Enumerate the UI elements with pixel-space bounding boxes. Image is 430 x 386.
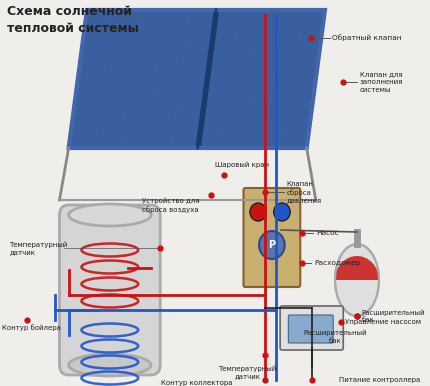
- Ellipse shape: [69, 204, 151, 226]
- Text: Устройство для
сброса воздуха: Устройство для сброса воздуха: [142, 198, 200, 213]
- Text: Клапан для
заполнения
системы: Клапан для заполнения системы: [360, 71, 403, 93]
- Circle shape: [250, 203, 266, 221]
- Polygon shape: [200, 10, 325, 148]
- Text: Контур коллектора: Контур коллектора: [161, 380, 233, 386]
- Polygon shape: [69, 10, 215, 148]
- Text: Управление насосом: Управление насосом: [345, 319, 421, 325]
- Text: Расходомер: Расходомер: [314, 260, 360, 266]
- FancyBboxPatch shape: [280, 306, 343, 350]
- Text: Температурный
датчик: Температурный датчик: [9, 241, 68, 255]
- Text: Насос: Насос: [316, 230, 338, 236]
- Ellipse shape: [69, 354, 151, 376]
- Text: Питание контроллера: Питание контроллера: [339, 377, 421, 383]
- Text: Расширительный
бак: Расширительный бак: [303, 330, 367, 344]
- Ellipse shape: [335, 244, 379, 316]
- Circle shape: [259, 231, 285, 259]
- Circle shape: [274, 203, 290, 221]
- Text: P: P: [268, 240, 276, 250]
- Text: Контур бойлера: Контур бойлера: [2, 325, 61, 332]
- Text: Клапан
сброса
давления: Клапан сброса давления: [286, 181, 322, 203]
- FancyBboxPatch shape: [59, 205, 160, 375]
- Text: Схема солнечной
тепловой системы: Схема солнечной тепловой системы: [7, 5, 139, 35]
- Wedge shape: [335, 256, 379, 280]
- FancyBboxPatch shape: [243, 188, 300, 287]
- Text: Шаровый кран: Шаровый кран: [215, 162, 269, 168]
- Text: Обратный клапан: Обратный клапан: [332, 35, 402, 41]
- Text: Температурный
датчик: Температурный датчик: [218, 365, 276, 379]
- Text: Расширительный
бак: Расширительный бак: [362, 309, 425, 323]
- FancyBboxPatch shape: [289, 315, 333, 343]
